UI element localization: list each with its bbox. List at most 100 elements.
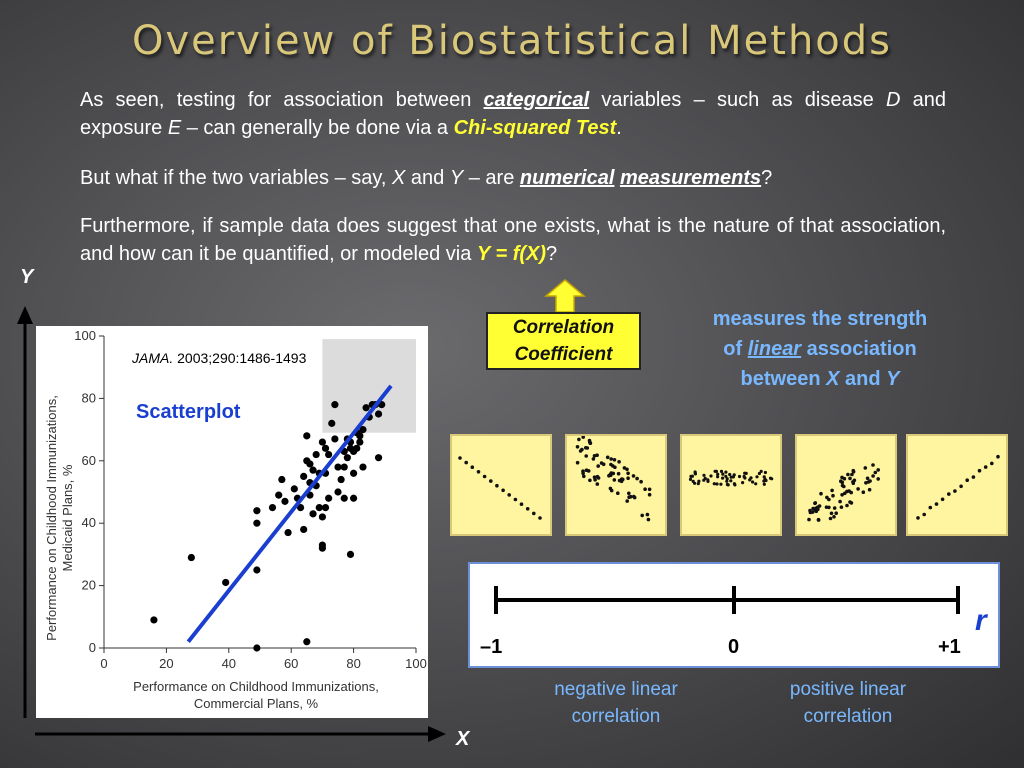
citation-details: 2003;290:1486-1493	[173, 350, 307, 366]
thumb-dot	[582, 474, 586, 479]
thumb-dot	[819, 491, 823, 496]
data-point	[328, 419, 336, 427]
thumb-dot	[830, 488, 834, 493]
text: and	[405, 167, 450, 189]
data-point	[187, 553, 195, 562]
thumb-dot	[697, 479, 701, 483]
data-point	[253, 507, 261, 515]
thumb-dot	[715, 482, 719, 486]
data-point	[309, 466, 317, 474]
thumb-dot	[876, 468, 880, 472]
thumb-dot	[832, 515, 836, 519]
var-x: X	[826, 368, 840, 390]
y-title-line: Performance on Childhood Immunizations,	[44, 395, 59, 641]
thumb-dot	[647, 492, 652, 497]
y-tick-label: 60	[82, 453, 96, 468]
thumb-dot	[501, 488, 505, 493]
thumb-dot	[971, 475, 976, 479]
thumb-dot	[525, 507, 530, 511]
paragraph-numerical: But what if the two variables – say, X a…	[80, 164, 946, 192]
caption-line: negative linear	[554, 679, 678, 700]
thumb-dot	[825, 495, 829, 500]
thumb-dot	[928, 505, 933, 510]
thumb-dot	[840, 483, 845, 488]
data-point	[356, 432, 364, 440]
thumb-dot	[868, 479, 872, 483]
thumb-dot	[916, 516, 920, 520]
data-point	[290, 485, 298, 493]
thumb-dot	[759, 469, 763, 473]
thumb-dot	[519, 502, 524, 506]
thumb-dot	[632, 494, 636, 499]
data-point	[321, 444, 330, 452]
thumb-dot	[626, 471, 630, 476]
thumb-no-correlation	[680, 434, 782, 536]
citation-journal: JAMA.	[132, 350, 174, 366]
thumb-dot	[828, 516, 833, 521]
x-title-line: Performance on Childhood Immunizations,	[133, 679, 379, 694]
thumb-dot	[856, 487, 860, 491]
thumb-dot	[940, 497, 945, 502]
thumb-dot	[577, 437, 581, 442]
text: As seen, testing for association between	[80, 89, 484, 111]
thumb-dot	[848, 476, 852, 481]
y-tick-label: 20	[82, 578, 96, 593]
thumb-dot	[838, 499, 842, 504]
thumb-dot	[742, 474, 746, 479]
thumb-dot	[865, 476, 870, 481]
thumb-dot	[849, 490, 853, 495]
data-point	[296, 504, 305, 512]
thumb-dot	[640, 513, 644, 518]
thumb-dot	[728, 472, 732, 477]
thumb-dot	[729, 479, 733, 483]
thumb-dot	[716, 472, 720, 476]
data-point	[362, 404, 370, 412]
y-tick-label: 80	[82, 390, 96, 405]
x-axis-label: X	[456, 728, 470, 750]
data-point	[337, 475, 345, 484]
thumb-dot	[871, 463, 875, 467]
data-point	[315, 504, 323, 512]
data-point	[300, 525, 308, 534]
thumb-strong-positive	[906, 434, 1008, 536]
data-point	[268, 504, 277, 512]
thumb-dot	[729, 475, 733, 479]
thumb-dot	[619, 479, 624, 484]
thumb-dot	[831, 493, 835, 498]
x-tick-label: 0	[100, 656, 107, 671]
thumb-dot	[706, 478, 710, 482]
thumb-dot	[839, 505, 844, 509]
scatterplot-label: Scatterplot	[136, 401, 241, 423]
thumb-dot	[953, 489, 957, 493]
emphasis-measurements: measurements	[619, 167, 762, 189]
thumb-dot	[495, 483, 499, 488]
thumb-dot	[996, 454, 1000, 459]
thumb-dot	[588, 478, 592, 483]
thumb-dot	[581, 436, 585, 439]
data-point	[356, 438, 364, 446]
thumb-plot	[688, 469, 774, 487]
regression-line	[186, 384, 393, 644]
data-point	[309, 510, 317, 518]
scatter-x-axis-title: Performance on Childhood Immunizations, …	[96, 678, 416, 712]
text: – can generally be done via a	[181, 117, 454, 139]
thumb-dot	[587, 438, 592, 443]
thumb-dot	[689, 474, 693, 478]
text: But what if the two variables – say,	[80, 167, 393, 189]
correlation-scale: –1 0 +1 r	[468, 562, 1000, 668]
data-point	[278, 475, 286, 484]
thumb-dot	[741, 481, 745, 485]
data-point	[281, 497, 289, 505]
data-point	[253, 566, 261, 574]
thumb-dot	[458, 456, 462, 460]
thumb-dot	[744, 471, 748, 475]
positive-correlation-caption: positive linear correlation	[748, 676, 948, 730]
thumb-dot	[616, 491, 620, 495]
thumb-dot	[489, 479, 493, 483]
thumb-dot	[476, 470, 481, 474]
emphasis-numerical: numerical	[519, 167, 615, 189]
data-point	[253, 519, 261, 527]
data-point	[340, 494, 348, 502]
thumb-dot	[845, 503, 849, 508]
scatterplot-chart: 0 20 40 60 80 100 0 20 40 60 80 100	[74, 328, 427, 671]
